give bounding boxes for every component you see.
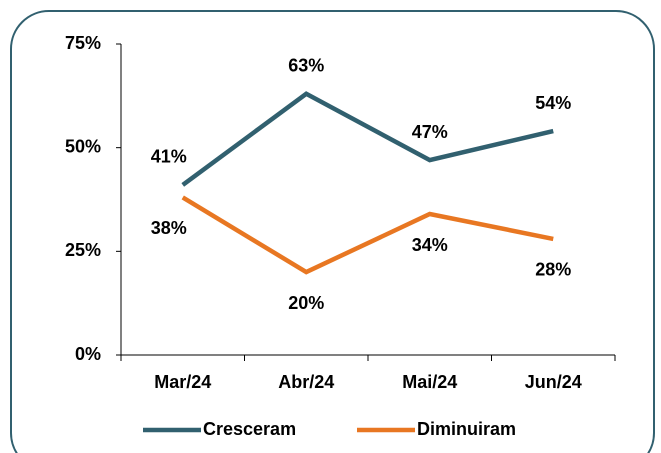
- data-label: 54%: [535, 93, 571, 113]
- y-tick-label: 75%: [65, 33, 101, 53]
- data-label: 63%: [288, 56, 324, 76]
- y-tick-label: 50%: [65, 136, 101, 156]
- y-tick-label: 25%: [65, 240, 101, 260]
- y-tick-label: 0%: [75, 344, 101, 364]
- line: [181, 91, 554, 187]
- data-label: 41%: [151, 147, 187, 167]
- legend-label: Cresceram: [203, 419, 296, 439]
- legend-label: Diminuiram: [417, 419, 516, 439]
- x-tick-label: Mar/24: [154, 372, 211, 392]
- x-tick-label: Abr/24: [278, 372, 334, 392]
- x-tick-label: Mai/24: [402, 372, 457, 392]
- data-label: 20%: [288, 293, 324, 313]
- line: [181, 195, 554, 275]
- data-label: 47%: [412, 122, 448, 142]
- chart-frame: [10, 10, 655, 453]
- data-label: 28%: [535, 260, 571, 280]
- data-label: 34%: [412, 235, 448, 255]
- x-tick-label: Jun/24: [525, 372, 582, 392]
- data-label: 38%: [151, 218, 187, 238]
